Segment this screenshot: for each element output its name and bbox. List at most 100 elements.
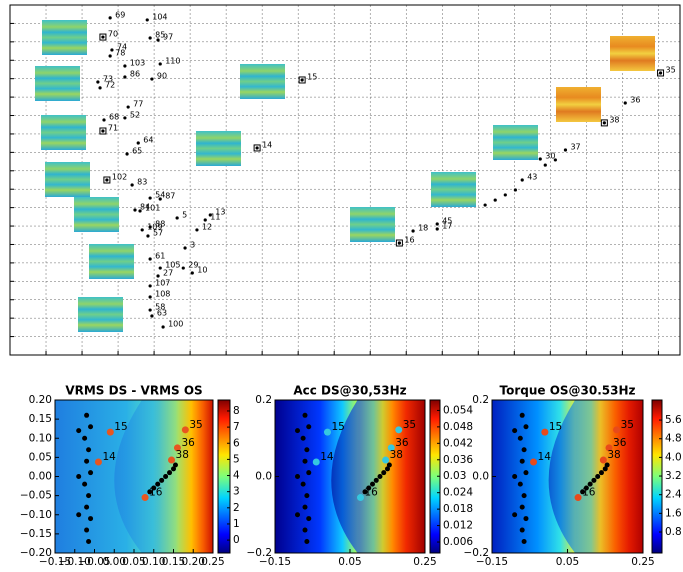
point-label: 69 (115, 10, 125, 19)
panel-title: Acc DS@30,53Hz (293, 384, 406, 398)
point (133, 208, 137, 212)
point (519, 504, 525, 510)
x-tick-label: 0.00 (103, 556, 126, 568)
colorbar-tick-label: 1.6 (665, 507, 682, 519)
colorbar-tick-label: 0.048 (443, 421, 473, 433)
y-tick-label: −0.2 (464, 547, 490, 559)
point (84, 458, 90, 464)
point-box (600, 119, 608, 127)
point (148, 257, 152, 261)
point-label: 68 (109, 112, 119, 121)
x-tick-label: 0.05 (338, 556, 361, 568)
point-label: 72 (105, 80, 115, 89)
point (530, 458, 538, 466)
point-label: 73 (103, 75, 113, 84)
colorbar-tick-label: 5.6 (665, 414, 682, 426)
point (493, 198, 497, 202)
point (312, 458, 320, 466)
colorbar-tick-label: 0.054 (443, 404, 473, 416)
point (595, 474, 601, 479)
colorbar-tick-label: 4.8 (665, 433, 682, 445)
x-tick-label: 0.10 (142, 556, 165, 568)
point-label: 11 (210, 212, 220, 221)
point (503, 193, 507, 197)
colorbar-tick-label: 1 (233, 518, 240, 530)
point-label: 70 (108, 30, 118, 39)
point (190, 271, 194, 275)
point (512, 512, 518, 518)
point-label: 87 (165, 191, 175, 200)
point (512, 474, 518, 479)
colorbar-tick-label: 3.2 (665, 470, 682, 482)
point (382, 456, 390, 464)
point (148, 196, 152, 200)
y-tick-label: 0.10 (29, 432, 52, 444)
point (517, 435, 523, 441)
point-label: 17 (442, 222, 452, 231)
plot-frame (9, 4, 681, 356)
colorbar-tick-label: 2 (233, 502, 240, 514)
point (381, 470, 387, 476)
colorbar-tick-label: 0.012 (443, 520, 473, 532)
point (101, 35, 105, 39)
thumbnail (350, 207, 395, 242)
point (123, 116, 127, 120)
colorbar-tick-label: 0 (233, 534, 240, 546)
point (168, 456, 176, 464)
point (148, 36, 152, 40)
point (183, 246, 187, 250)
point (521, 539, 527, 545)
point (613, 426, 621, 434)
point (163, 474, 169, 479)
point (110, 48, 114, 52)
point-box (253, 144, 261, 152)
point (300, 78, 304, 82)
point (148, 225, 152, 229)
point (181, 266, 185, 270)
thumbnail (610, 36, 655, 71)
thumbnail (431, 172, 476, 207)
point-label: 107 (155, 278, 170, 287)
point (150, 314, 154, 318)
point (543, 163, 547, 167)
colorbar-tick-label: 0.036 (443, 454, 473, 466)
x-tick-label: −0.15 (259, 556, 291, 568)
point (147, 489, 153, 495)
point (155, 481, 161, 487)
point (587, 481, 593, 487)
y-tick-label: 0.05 (29, 451, 52, 463)
thumbnail (45, 162, 90, 197)
y-tick-label: 0.2 (472, 394, 489, 406)
point (108, 54, 112, 58)
point (435, 222, 439, 226)
point-label: 109 (147, 222, 162, 231)
point (370, 481, 375, 487)
point-label: 30 (545, 152, 555, 161)
point-label: 64 (143, 135, 153, 144)
point (373, 477, 379, 483)
point (76, 428, 82, 434)
x-tick-label: −0.15 (39, 556, 71, 568)
colorbar-tick-label: 8 (233, 405, 240, 417)
point (302, 527, 308, 533)
point (148, 295, 152, 299)
point (598, 470, 604, 476)
point (171, 466, 176, 472)
point (156, 274, 160, 278)
point (106, 428, 114, 436)
point-label: 105 (165, 261, 180, 270)
point (295, 474, 300, 479)
point-label: 97 (163, 33, 173, 42)
y-tick-label: 0.2 (255, 394, 272, 406)
point (605, 444, 613, 452)
point (604, 462, 610, 468)
point-label: 29 (188, 261, 198, 270)
point-label: 38 (609, 115, 619, 124)
colorbar-tick-label: 7 (233, 421, 240, 433)
point (148, 284, 152, 288)
point-label: 36 (630, 96, 640, 105)
colorbar-tick-label: 0.018 (443, 503, 473, 515)
